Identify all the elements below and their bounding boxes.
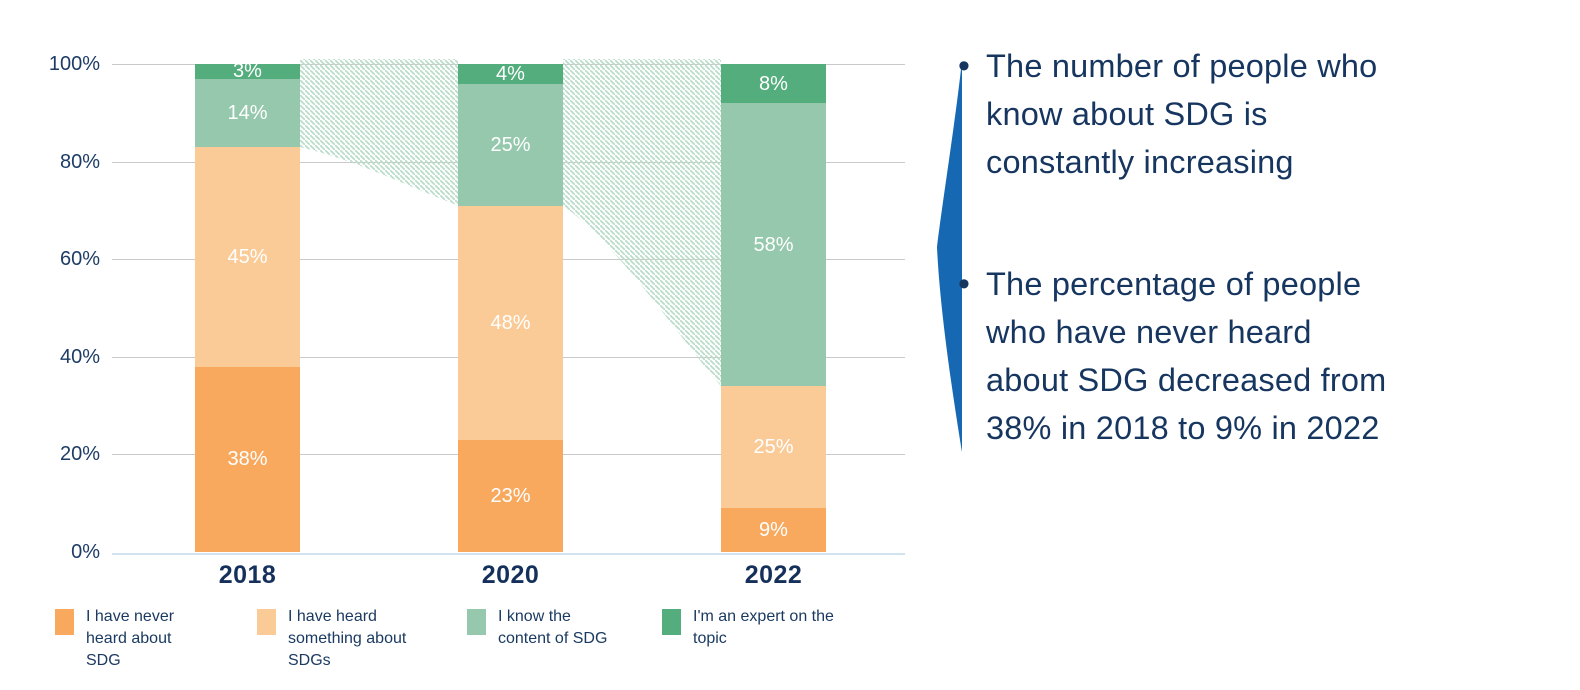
accent-arrow-shape bbox=[937, 60, 962, 452]
legend-label: I have never heard about SDG bbox=[86, 608, 175, 669]
bar-segment: 58% bbox=[721, 103, 826, 387]
legend-swatch bbox=[467, 609, 486, 635]
value-label: 9% bbox=[759, 519, 788, 542]
bar-segment: 9% bbox=[721, 508, 826, 552]
bullet-text: The percentage of people who have never h… bbox=[986, 266, 1387, 446]
value-label: 58% bbox=[753, 233, 794, 256]
bar-2018: 3% 14% 45% 38% bbox=[195, 60, 300, 552]
bar-segment: 23% bbox=[458, 439, 563, 552]
bullet-marker: • bbox=[958, 47, 970, 85]
legend-label: I'm an expert on the topic bbox=[693, 608, 834, 647]
bar-segment: 38% bbox=[195, 366, 300, 552]
bar-segment: 4% bbox=[458, 64, 563, 84]
value-label: 3% bbox=[233, 60, 262, 83]
x-category-label: 2018 bbox=[218, 561, 277, 589]
bullet-text: The number of people who know about SDG i… bbox=[986, 48, 1378, 180]
y-tick-label: 60% bbox=[59, 248, 100, 271]
value-label: 25% bbox=[490, 133, 531, 156]
x-category-label: 2022 bbox=[744, 561, 803, 589]
value-label: 8% bbox=[759, 72, 788, 95]
value-label: 23% bbox=[490, 484, 531, 507]
y-tick-label: 20% bbox=[59, 443, 100, 466]
legend-item: I know the content of SDG bbox=[467, 606, 616, 650]
legend-item: I have never heard about SDG bbox=[55, 606, 201, 672]
bar-2022: 8% 58% 25% 9% bbox=[721, 64, 826, 552]
value-label: 4% bbox=[496, 62, 525, 85]
bar-segment: 45% bbox=[195, 146, 300, 367]
flow-band bbox=[563, 59, 721, 387]
gridline bbox=[112, 553, 905, 555]
bar-segment: 8% bbox=[721, 64, 826, 104]
y-tick-label: 100% bbox=[48, 53, 100, 75]
value-label: 38% bbox=[227, 448, 268, 471]
legend-swatch bbox=[662, 609, 681, 635]
value-label: 14% bbox=[227, 101, 268, 124]
flow-band bbox=[300, 59, 458, 206]
legend-item: I have heard something about SDGs bbox=[257, 606, 420, 672]
insight-bullets: • The number of people who know about SDG … bbox=[958, 42, 1566, 452]
legend-item: I'm an expert on the topic bbox=[662, 606, 853, 650]
bar-segment: 25% bbox=[458, 83, 563, 206]
accent-arrow-path bbox=[937, 60, 962, 452]
bar-segment: 48% bbox=[458, 205, 563, 440]
y-tick-label: 80% bbox=[59, 150, 100, 173]
bullet-item: • The percentage of people who have never … bbox=[958, 260, 1566, 452]
y-tick-label: 0% bbox=[71, 541, 100, 563]
legend-swatch bbox=[55, 609, 74, 635]
bar-segment: 25% bbox=[721, 386, 826, 509]
bar-2020: 4% 25% 48% 23% bbox=[458, 64, 563, 552]
y-tick-label: 40% bbox=[59, 345, 100, 368]
bar-segment: 3% bbox=[195, 60, 300, 83]
value-label: 25% bbox=[753, 436, 794, 459]
bullet-marker: • bbox=[958, 265, 970, 303]
legend-swatch bbox=[257, 609, 276, 635]
value-label: 48% bbox=[490, 311, 531, 334]
bar-segment: 14% bbox=[195, 78, 300, 147]
bullet-item: • The number of people who know about SDG … bbox=[958, 42, 1566, 186]
legend-label: I know the content of SDG bbox=[498, 608, 608, 647]
legend-label: I have heard something about SDGs bbox=[288, 608, 407, 669]
value-label: 45% bbox=[227, 245, 268, 268]
x-category-label: 2020 bbox=[481, 561, 540, 589]
